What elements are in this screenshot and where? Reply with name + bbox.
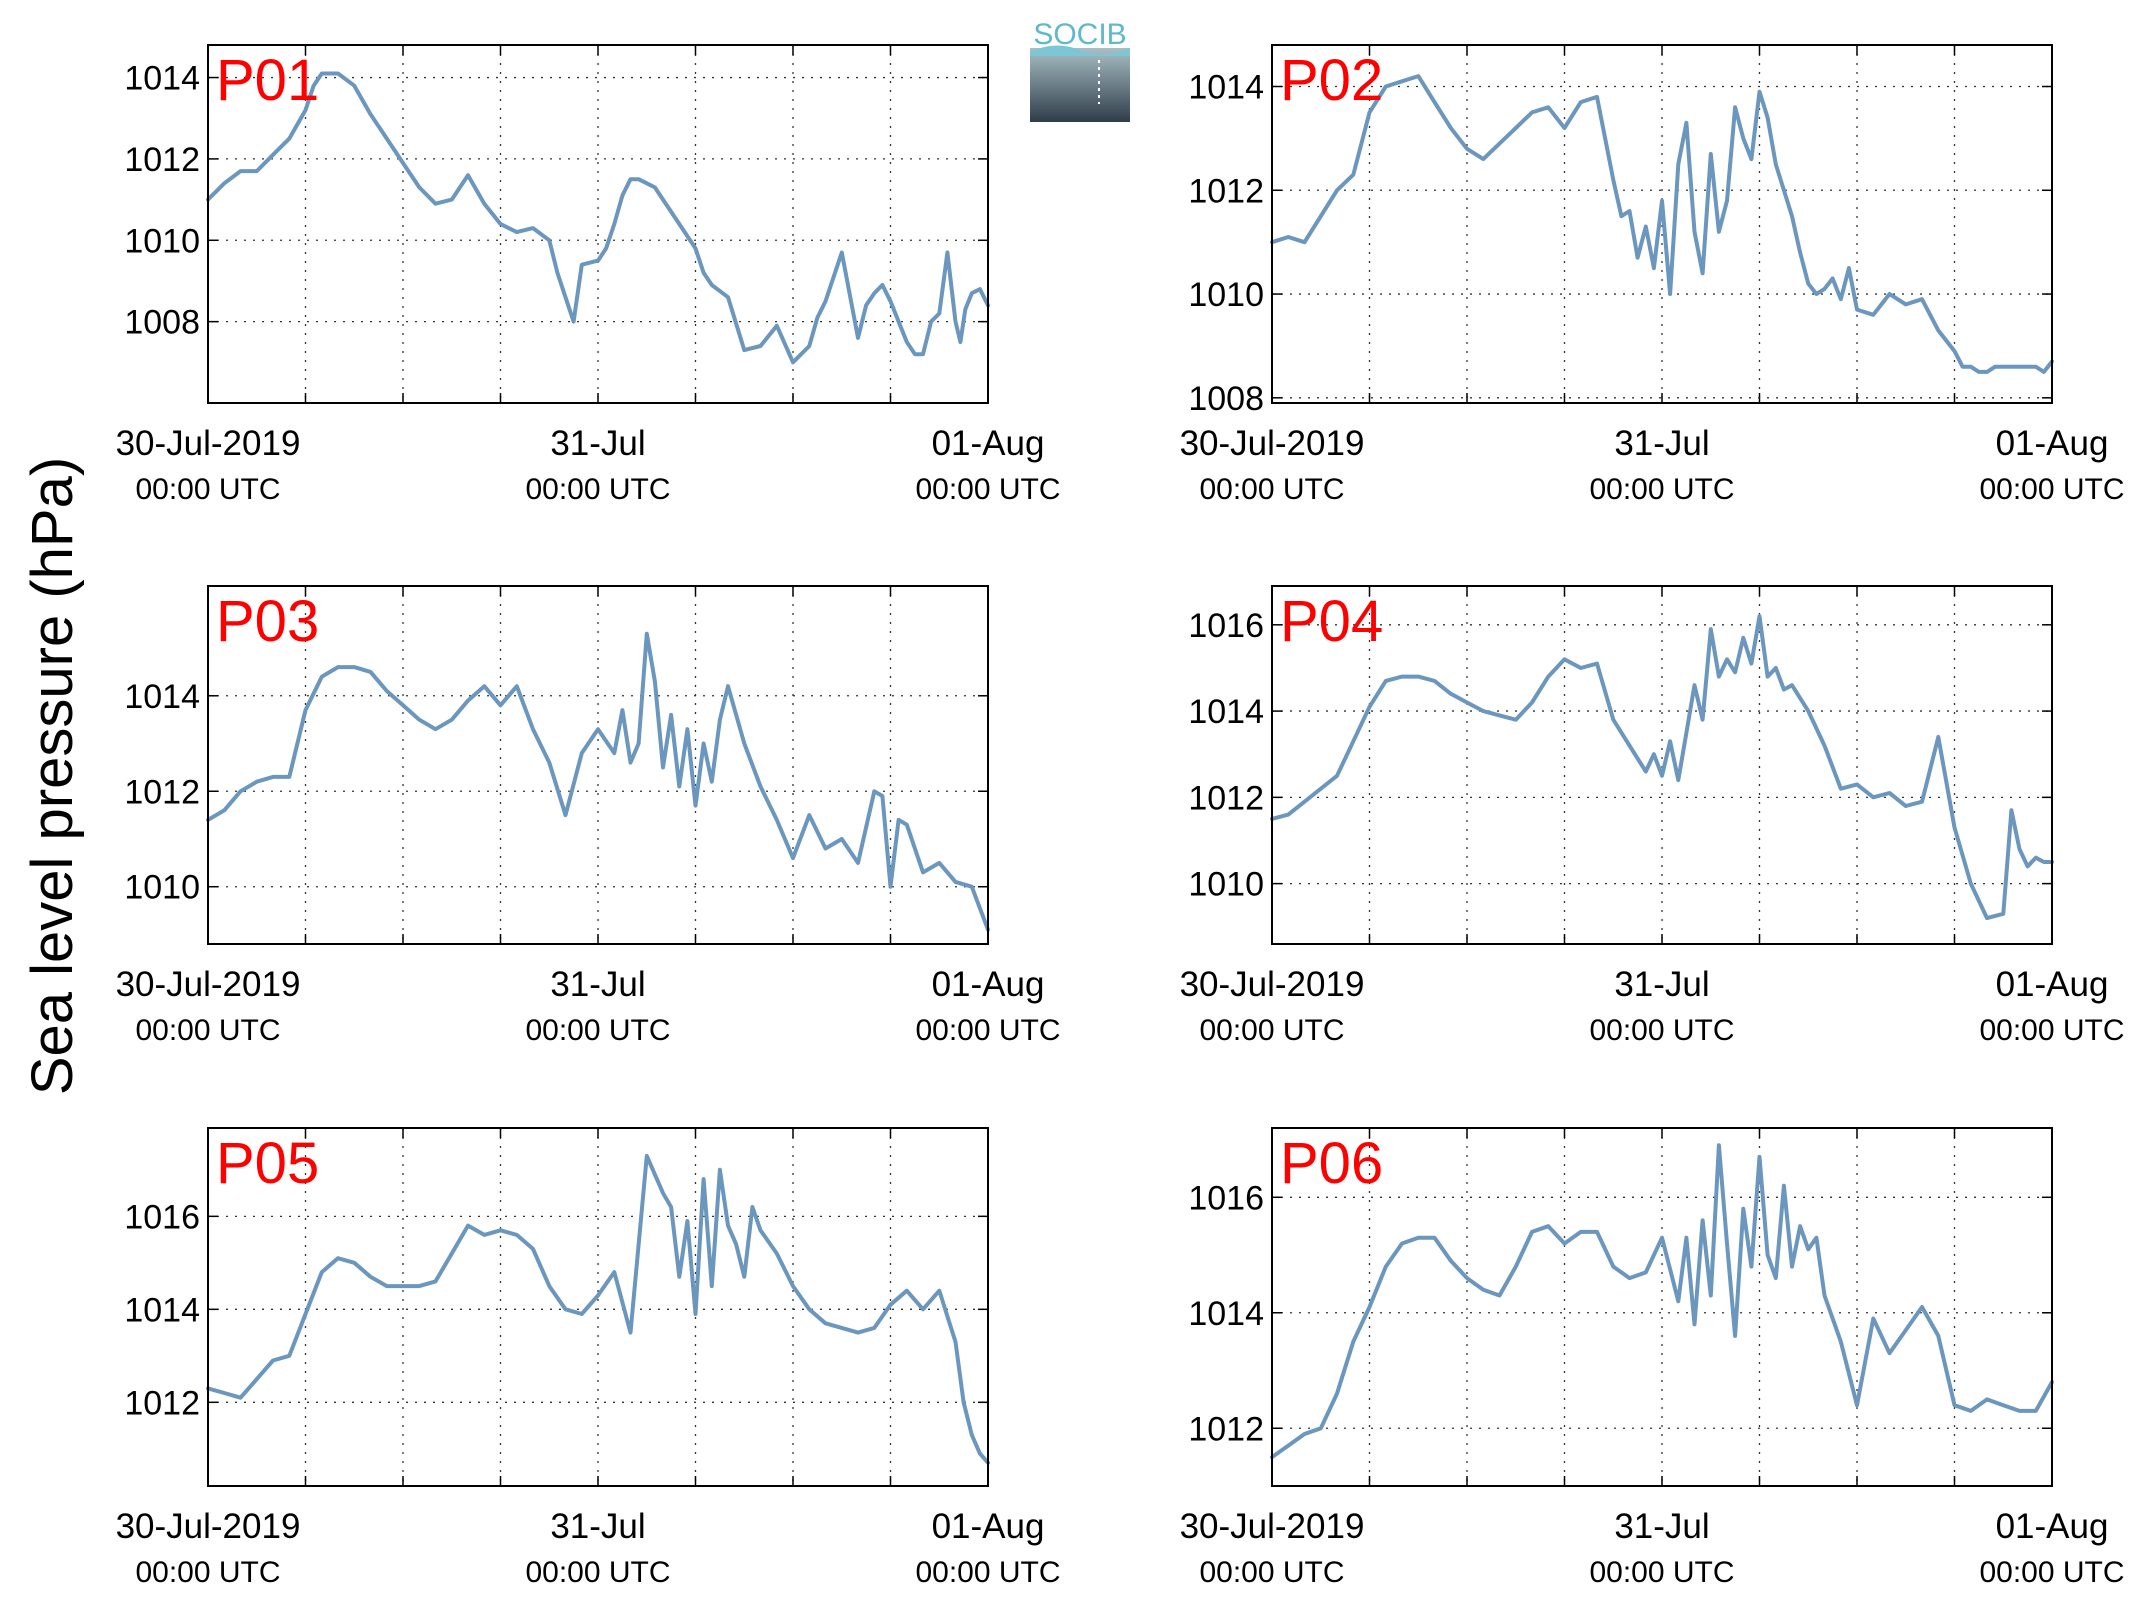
series-line [1270,74,2054,374]
x-tick-label-date: 01-Aug [1996,1507,2109,1546]
y-tick-label: 1014 [124,1291,200,1329]
x-tick-label-time: 00:00 UTC [915,1014,1060,1047]
y-tick-label: 1014 [1188,1295,1264,1333]
plot-frame [207,1127,989,1487]
x-tick-label-date: 31-Jul [550,1507,645,1546]
panel-label: P02 [1280,48,1383,113]
plot-frame [1271,1127,2053,1487]
x-tick-label-date: 31-Jul [1614,424,1709,463]
x-tick-label-time: 00:00 UTC [1199,1556,1344,1589]
x-tick-label-date: 31-Jul [550,965,645,1004]
y-tick-label: 1012 [1188,172,1264,210]
chart-panel-p06: 1012 1014 1016 30-Jul-2019 00:00 UTC 31-Jul 00… [1180,1127,2125,1589]
x-tick-label-time: 00:00 UTC [1589,1556,1734,1589]
y-tick-label: 1012 [1188,779,1264,817]
x-tick-label-time: 00:00 UTC [1199,1014,1344,1047]
panel-label: P01 [216,48,319,113]
x-tick-label-time: 00:00 UTC [1199,473,1344,506]
x-tick-label-date: 31-Jul [550,424,645,463]
x-tick-label-time: 00:00 UTC [915,1556,1060,1589]
x-tick-label-date: 30-Jul-2019 [1180,424,1365,463]
x-tick-label-date: 01-Aug [932,1507,1045,1546]
x-tick-label-time: 00:00 UTC [135,1014,280,1047]
panel-label: P06 [1280,1131,1383,1196]
y-tick-label: 1014 [1188,69,1264,107]
chart-panel-p01: 1008 1010 1012 1014 30-Jul-2019 00:00 UTC 31-J… [116,44,1061,506]
y-tick-label: 1016 [124,1198,200,1236]
plot-frame [1271,585,2053,945]
x-tick-label-date: 31-Jul [1614,965,1709,1004]
x-tick-label-date: 01-Aug [1996,965,2109,1004]
x-tick-label-date: 01-Aug [1996,424,2109,463]
y-tick-label: 1012 [124,1384,200,1422]
x-tick-label-date: 30-Jul-2019 [116,1507,301,1546]
x-tick-label-date: 30-Jul-2019 [1180,1507,1365,1546]
y-tick-label: 1012 [124,773,200,811]
series-line [1270,614,2054,921]
x-tick-label-date: 01-Aug [932,424,1045,463]
x-tick-label-time: 00:00 UTC [1979,1556,2124,1589]
x-tick-label-date: 30-Jul-2019 [1180,965,1365,1004]
logo-water-icon [1030,48,1130,122]
chart-panel-p03: 1010 1012 1014 30-Jul-2019 00:00 UTC 31-Jul 00… [116,585,1061,1047]
y-tick-label: 1010 [1188,276,1264,314]
x-tick-label-time: 00:00 UTC [135,1556,280,1589]
y-tick-label: 1008 [124,304,200,342]
panel-label: P04 [1280,589,1383,654]
x-tick-label-time: 00:00 UTC [1589,1014,1734,1047]
x-tick-label-time: 00:00 UTC [1979,1014,2124,1047]
x-tick-label-time: 00:00 UTC [915,473,1060,506]
logo-text: SOCIB [1033,18,1126,51]
y-tick-label: 1014 [124,60,200,98]
x-tick-label-time: 00:00 UTC [1979,473,2124,506]
chart-panel-p05: 1012 1014 1016 30-Jul-2019 00:00 UTC 31-Jul 00… [116,1127,1061,1589]
series-line [206,71,990,365]
x-tick-label-time: 00:00 UTC [135,473,280,506]
x-tick-label-date: 30-Jul-2019 [116,424,301,463]
series-line [206,1153,990,1465]
y-tick-label: 1010 [1188,866,1264,904]
series-line [1270,1143,2054,1460]
socib-logo: SOCIB [1030,18,1130,122]
y-tick-label: 1014 [1188,693,1264,731]
x-tick-label-time: 00:00 UTC [525,473,670,506]
plot-frame [1271,44,2053,404]
panel-label: P05 [216,1131,319,1196]
series-line [206,631,990,932]
x-tick-label-date: 31-Jul [1614,1507,1709,1546]
y-tick-label: 1016 [1188,1179,1264,1217]
chart-panel-p02: 1008 1010 1012 1014 30-Jul-2019 00:00 UTC 31-J… [1180,44,2125,506]
plot-frame [207,44,989,404]
chart-panel-p04: 1010 1012 1014 1016 30-Jul-2019 00:00 UTC 31-J… [1180,585,2125,1047]
y-tick-label: 1008 [1188,380,1264,418]
y-tick-label: 1010 [124,222,200,260]
x-tick-label-date: 30-Jul-2019 [116,965,301,1004]
y-tick-label: 1012 [124,141,200,179]
panel-label: P03 [216,589,319,654]
y-axis-label: Sea level pressure (hPa) [20,457,85,1095]
x-tick-label-time: 00:00 UTC [1589,473,1734,506]
y-tick-label: 1010 [124,869,200,907]
x-tick-label-date: 01-Aug [932,965,1045,1004]
x-tick-label-time: 00:00 UTC [525,1556,670,1589]
y-tick-label: 1014 [124,678,200,716]
plot-frame [207,585,989,945]
x-tick-label-time: 00:00 UTC [525,1014,670,1047]
y-tick-label: 1012 [1188,1410,1264,1448]
y-tick-label: 1016 [1188,607,1264,645]
